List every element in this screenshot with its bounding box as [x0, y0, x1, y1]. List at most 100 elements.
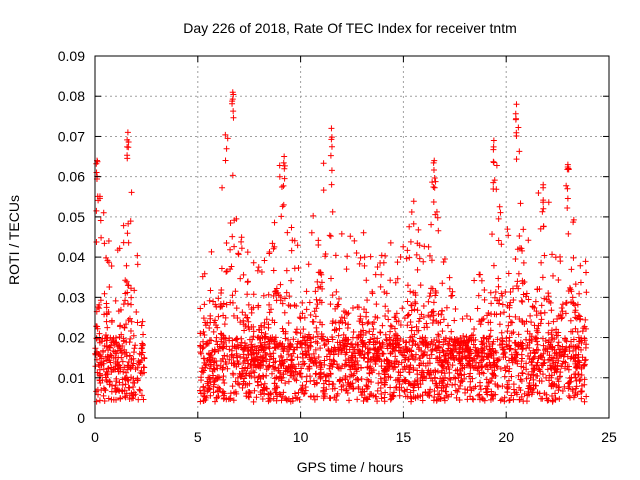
data-point — [367, 253, 374, 260]
data-point — [271, 288, 278, 295]
data-point — [245, 318, 252, 325]
data-point — [122, 381, 129, 388]
data-point — [344, 253, 351, 260]
data-point — [363, 385, 370, 392]
data-point — [446, 375, 453, 382]
data-point — [273, 374, 280, 381]
data-point — [391, 332, 398, 339]
data-point — [382, 313, 389, 320]
data-point — [128, 189, 135, 196]
data-point — [582, 356, 589, 363]
data-point — [298, 373, 305, 380]
data-point — [289, 237, 296, 244]
data-point — [403, 255, 410, 262]
data-point — [583, 269, 590, 276]
data-point — [474, 365, 481, 372]
data-point — [247, 389, 254, 396]
data-point — [575, 371, 582, 378]
data-point — [450, 342, 457, 349]
data-point — [501, 364, 508, 371]
data-point — [282, 365, 289, 372]
data-point — [300, 391, 307, 398]
data-point — [105, 395, 112, 402]
data-point — [316, 297, 323, 304]
data-point — [535, 366, 542, 373]
data-point — [116, 387, 123, 394]
data-point — [267, 396, 274, 403]
data-point — [297, 315, 304, 322]
data-point — [436, 339, 443, 346]
data-point — [496, 321, 503, 328]
data-point — [523, 398, 530, 405]
data-point — [127, 365, 134, 372]
data-point — [489, 392, 496, 399]
data-point — [122, 290, 129, 297]
data-point — [260, 354, 267, 361]
data-point — [461, 348, 468, 355]
data-point — [448, 354, 455, 361]
data-point — [328, 143, 335, 150]
data-point — [390, 337, 397, 344]
data-point — [572, 281, 579, 288]
data-point — [541, 252, 548, 259]
data-point — [406, 223, 413, 230]
data-point — [530, 385, 537, 392]
data-point — [317, 283, 324, 290]
data-point — [269, 370, 276, 377]
data-point — [416, 315, 423, 322]
data-point — [313, 324, 320, 331]
data-point — [227, 390, 234, 397]
data-point — [307, 312, 314, 319]
data-point — [236, 381, 243, 388]
data-point — [471, 326, 478, 333]
data-point — [495, 357, 501, 364]
data-point — [322, 340, 329, 347]
data-point — [360, 229, 367, 236]
data-point — [311, 396, 318, 403]
data-point — [346, 397, 353, 404]
data-point — [501, 394, 508, 401]
data-point — [489, 231, 496, 238]
data-point — [440, 258, 447, 265]
data-point — [357, 315, 364, 322]
data-point — [310, 350, 317, 357]
data-point — [92, 351, 99, 358]
data-point — [277, 297, 284, 304]
data-point — [125, 317, 132, 324]
data-point — [100, 358, 107, 365]
data-point — [459, 315, 466, 322]
data-point — [525, 296, 532, 303]
data-point — [428, 285, 435, 292]
data-point — [125, 139, 132, 146]
data-point — [530, 347, 537, 354]
data-point — [467, 383, 474, 390]
data-point — [412, 300, 419, 307]
data-point — [550, 318, 557, 325]
data-point — [100, 349, 107, 356]
data-point — [408, 347, 415, 354]
data-point — [506, 397, 513, 404]
data-point — [138, 392, 145, 399]
data-point — [582, 316, 589, 323]
data-point — [115, 308, 122, 315]
data-point — [443, 365, 450, 372]
data-point — [427, 340, 434, 347]
data-point — [470, 341, 477, 348]
data-point — [379, 350, 386, 357]
data-point — [515, 124, 522, 131]
data-point — [108, 388, 115, 395]
data-point — [233, 350, 240, 357]
data-point — [108, 364, 115, 371]
data-point — [414, 371, 421, 378]
data-point — [547, 299, 554, 306]
data-point — [211, 366, 218, 373]
data-point — [329, 333, 336, 340]
data-point — [219, 184, 226, 191]
data-point — [127, 335, 134, 342]
data-point — [513, 129, 520, 136]
data-point — [485, 335, 492, 342]
data-point — [228, 263, 235, 270]
data-point — [535, 322, 542, 329]
data-point — [495, 383, 502, 390]
data-point — [244, 365, 251, 372]
